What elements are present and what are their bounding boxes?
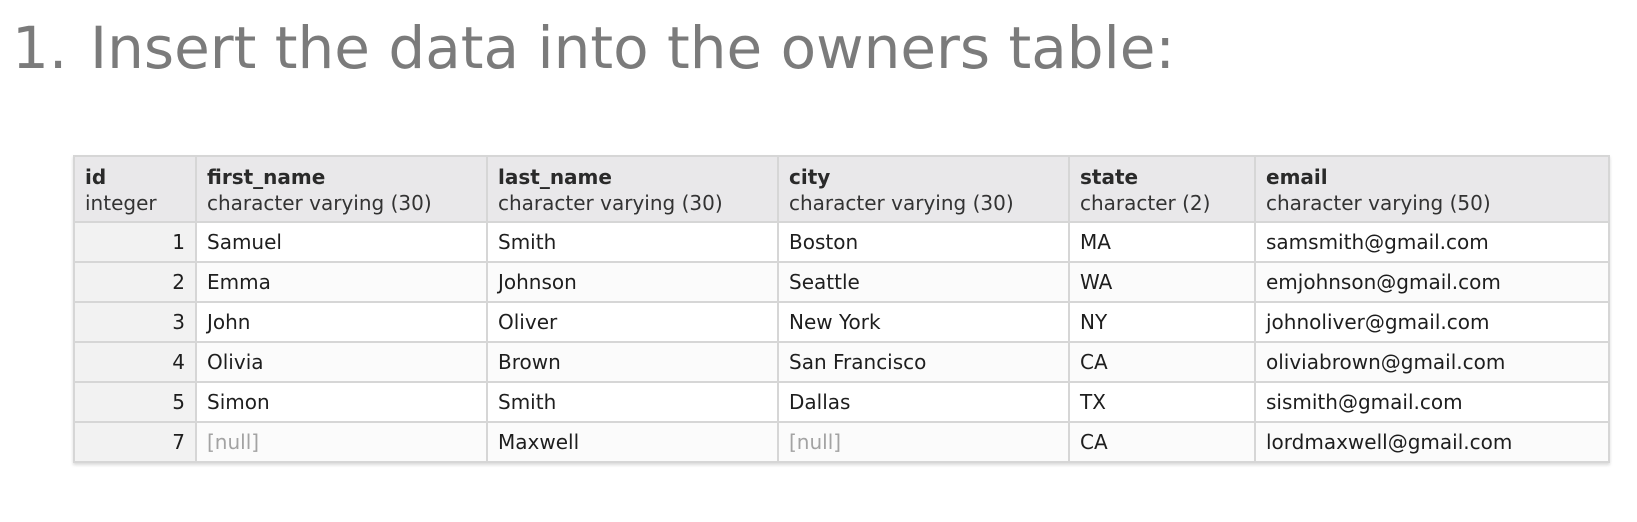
- cell-state[interactable]: WA: [1068, 261, 1256, 303]
- column-type: integer: [85, 191, 157, 215]
- cell-city[interactable]: Seattle: [777, 261, 1070, 303]
- cell-first-name[interactable]: Emma: [195, 261, 488, 303]
- cell-state[interactable]: MA: [1068, 221, 1256, 263]
- cell-email[interactable]: johnoliver@gmail.com: [1254, 301, 1610, 343]
- column-name: id: [85, 165, 107, 189]
- table-header: id integer first_name character varying …: [73, 155, 1610, 223]
- cell-state[interactable]: CA: [1068, 421, 1256, 463]
- cell-last-name[interactable]: Johnson: [486, 261, 779, 303]
- cell-first-name[interactable]: [null]: [195, 421, 488, 463]
- cell-last-name[interactable]: Brown: [486, 341, 779, 383]
- column-name: first_name: [207, 165, 326, 189]
- column-type: character varying (50): [1266, 191, 1491, 215]
- cell-state[interactable]: NY: [1068, 301, 1256, 343]
- table-row[interactable]: 4 Olivia Brown San Francisco CA oliviabrown@g…: [73, 341, 1610, 383]
- table-row[interactable]: 3 John Oliver New York NY johnoliver@gmail.co…: [73, 301, 1610, 343]
- cell-first-name[interactable]: John: [195, 301, 488, 343]
- table-row[interactable]: 5 Simon Smith Dallas TX sismith@gmail.com: [73, 381, 1610, 423]
- cell-first-name[interactable]: Simon: [195, 381, 488, 423]
- cell-last-name[interactable]: Smith: [486, 381, 779, 423]
- cell-id[interactable]: 5: [73, 381, 197, 423]
- cell-id[interactable]: 3: [73, 301, 197, 343]
- column-type: character varying (30): [207, 191, 432, 215]
- cell-city[interactable]: Dallas: [777, 381, 1070, 423]
- column-header-id[interactable]: id integer: [73, 155, 197, 223]
- column-header-first-name[interactable]: first_name character varying (30): [195, 155, 488, 223]
- cell-last-name[interactable]: Maxwell: [486, 421, 779, 463]
- cell-city[interactable]: Boston: [777, 221, 1070, 263]
- column-header-last-name[interactable]: last_name character varying (30): [486, 155, 779, 223]
- cell-state[interactable]: TX: [1068, 381, 1256, 423]
- cell-city[interactable]: New York: [777, 301, 1070, 343]
- cell-last-name[interactable]: Smith: [486, 221, 779, 263]
- instruction-text: Insert the data into the owners table:: [90, 14, 1175, 82]
- cell-email[interactable]: sismith@gmail.com: [1254, 381, 1610, 423]
- column-header-city[interactable]: city character varying (30): [777, 155, 1070, 223]
- column-name: email: [1266, 165, 1328, 189]
- cell-email[interactable]: oliviabrown@gmail.com: [1254, 341, 1610, 383]
- cell-first-name[interactable]: Olivia: [195, 341, 488, 383]
- instruction-number: 1.: [12, 14, 68, 82]
- column-header-email[interactable]: email character varying (50): [1254, 155, 1610, 223]
- column-name: last_name: [498, 165, 612, 189]
- table-row[interactable]: 2 Emma Johnson Seattle WA emjohnson@gmail.com: [73, 261, 1610, 303]
- column-header-state[interactable]: state character (2): [1068, 155, 1256, 223]
- owners-data-table: id integer first_name character varying …: [73, 155, 1610, 463]
- table-row[interactable]: 1 Samuel Smith Boston MA samsmith@gmail.com: [73, 221, 1610, 263]
- cell-city[interactable]: [null]: [777, 421, 1070, 463]
- header-row: id integer first_name character varying …: [73, 155, 1610, 223]
- column-type: character varying (30): [789, 191, 1014, 215]
- cell-id[interactable]: 7: [73, 421, 197, 463]
- column-type: character (2): [1080, 191, 1211, 215]
- cell-email[interactable]: lordmaxwell@gmail.com: [1254, 421, 1610, 463]
- cell-email[interactable]: emjohnson@gmail.com: [1254, 261, 1610, 303]
- column-name: state: [1080, 165, 1139, 189]
- cell-last-name[interactable]: Oliver: [486, 301, 779, 343]
- cell-first-name[interactable]: Samuel: [195, 221, 488, 263]
- column-name: city: [789, 165, 831, 189]
- cell-city[interactable]: San Francisco: [777, 341, 1070, 383]
- cell-id[interactable]: 2: [73, 261, 197, 303]
- cell-state[interactable]: CA: [1068, 341, 1256, 383]
- cell-id[interactable]: 1: [73, 221, 197, 263]
- cell-id[interactable]: 4: [73, 341, 197, 383]
- cell-email[interactable]: samsmith@gmail.com: [1254, 221, 1610, 263]
- table-row[interactable]: 7 [null] Maxwell [null] CA lordmaxwell@gmail.…: [73, 421, 1610, 463]
- column-type: character varying (30): [498, 191, 723, 215]
- instruction-heading: 1. Insert the data into the owners table:: [12, 8, 1175, 88]
- table-body: 1 Samuel Smith Boston MA samsmith@gmail.com 2 E…: [73, 221, 1610, 463]
